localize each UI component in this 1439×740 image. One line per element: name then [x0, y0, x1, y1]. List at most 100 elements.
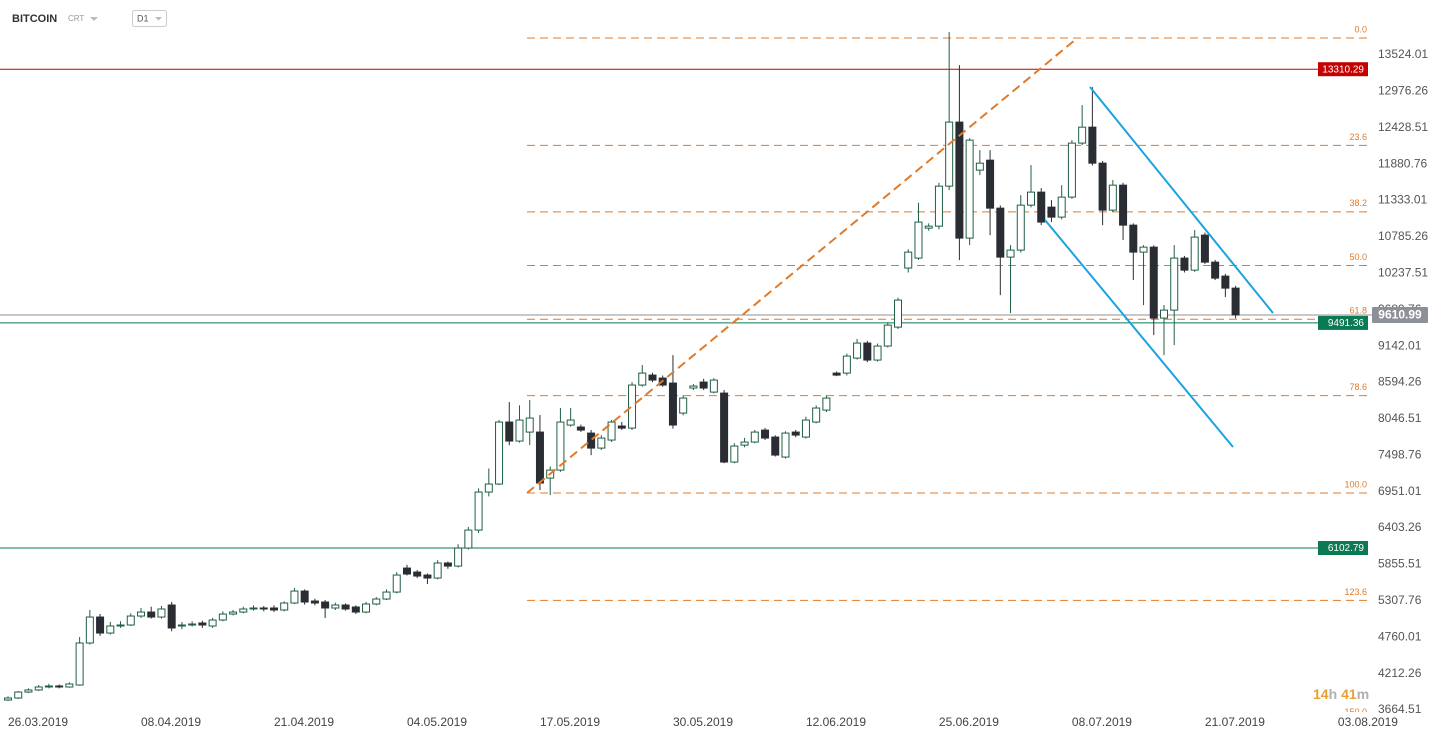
candle-body	[904, 251, 913, 269]
candle-body	[259, 607, 268, 610]
candle-body	[996, 207, 1005, 258]
candle-body	[229, 611, 238, 615]
dropdown-caret[interactable]	[90, 17, 98, 21]
x-tick-label: 21.07.2019	[1205, 715, 1265, 729]
candle-body	[1047, 206, 1056, 218]
candle-body	[147, 611, 156, 618]
fibonacci-label: 78.6	[1349, 382, 1367, 392]
candle-body	[341, 604, 350, 610]
candle-body	[474, 491, 483, 531]
candle-body	[587, 432, 596, 449]
candle-body	[239, 608, 248, 613]
candle-body	[1159, 309, 1168, 319]
candle-body	[566, 419, 575, 426]
symbol: BITCOIN	[12, 13, 57, 25]
fibonacci-label: 38.2	[1349, 198, 1367, 208]
candle-body	[198, 622, 207, 626]
candle-body	[525, 417, 534, 433]
candle-body	[331, 604, 340, 609]
candle-body	[157, 608, 166, 618]
candle-body	[362, 603, 371, 613]
candle-body	[4, 697, 12, 701]
last-price-box	[1372, 306, 1428, 323]
candle-body	[1006, 249, 1015, 258]
price-level-label: 6102.79	[1328, 543, 1365, 554]
price-level-label: 13310.29	[1322, 64, 1364, 75]
candle-body	[515, 419, 524, 442]
candle-body	[14, 691, 23, 699]
y-tick-label: 6403.26	[1378, 520, 1422, 534]
candle-body	[1170, 257, 1179, 311]
x-tick-label: 26.03.2019	[8, 715, 68, 729]
candle-body	[668, 382, 677, 426]
fibonacci-label: 123.6	[1344, 587, 1367, 597]
candle-body	[249, 607, 258, 610]
price-level-box	[1318, 62, 1368, 77]
fibonacci-label: 0.0	[1354, 24, 1367, 34]
y-tick-label: 10785.26	[1378, 229, 1428, 243]
candle-body	[382, 591, 391, 600]
candle-body	[321, 601, 330, 609]
candle-body	[1016, 204, 1025, 251]
candle-body	[44, 685, 53, 688]
candle-body	[34, 686, 43, 691]
candle-body	[771, 436, 780, 456]
dropdown-caret[interactable]	[155, 17, 162, 21]
y-tick-label: 12428.51	[1378, 120, 1428, 134]
candle-body	[894, 299, 903, 328]
candle-body	[648, 374, 657, 381]
y-tick-label: 4760.01	[1378, 629, 1422, 643]
candle-body	[126, 615, 135, 626]
candle-body	[85, 616, 94, 644]
candle-body	[1098, 162, 1107, 211]
x-tick-label: 08.07.2019	[1072, 715, 1132, 729]
labels: 3664.51 4212.26 4760.01 5307.76 5855.51 6403.…	[8, 47, 1428, 729]
y-tick-label: 5307.76	[1378, 593, 1422, 607]
candle-body	[791, 431, 800, 436]
channel-line	[1089, 86, 1274, 314]
plot: 0.0 23.6 38.2 50.0 61.8 78.6 100.0 123.6 150.0	[0, 24, 1372, 717]
candle-body	[1067, 142, 1076, 198]
candle-body	[177, 624, 186, 627]
drawings	[526, 39, 1274, 494]
candle-body	[801, 419, 810, 438]
candle-body	[75, 642, 84, 686]
candle-body	[628, 384, 637, 429]
candle-body	[96, 616, 105, 634]
y-tick-label: 6951.01	[1378, 484, 1422, 498]
candle-body	[443, 562, 452, 567]
candle-body	[1200, 234, 1209, 263]
x-tick-label: 25.06.2019	[939, 715, 999, 729]
candle-body	[495, 421, 504, 485]
candle-body	[290, 590, 299, 604]
candle-body	[188, 623, 197, 626]
x-tick-label: 03.08.2019	[1338, 715, 1398, 729]
candle-body	[822, 397, 831, 411]
candle-body	[300, 590, 309, 603]
interval[interactable]: D1	[137, 13, 149, 23]
candle-body	[740, 441, 749, 446]
y-tick-label: 8594.26	[1378, 375, 1422, 389]
candle-body	[607, 421, 616, 441]
symbol-label[interactable]: CRT	[68, 14, 84, 23]
candle-body	[1088, 126, 1097, 164]
x-tick-label: 12.06.2019	[806, 715, 866, 729]
candle-body	[1129, 224, 1138, 253]
fibonacci-label: 150.0	[1344, 707, 1367, 717]
candle-body	[965, 139, 974, 239]
candle-body	[55, 685, 64, 688]
y-tick-label: 3664.51	[1378, 702, 1422, 716]
candle-body	[597, 437, 606, 449]
interval-select[interactable]	[132, 10, 167, 27]
candle-body	[842, 355, 851, 374]
candle-body	[1180, 257, 1189, 271]
candle-body	[873, 345, 882, 361]
candle-body	[372, 598, 381, 605]
countdown-hours: 14	[1313, 686, 1329, 702]
candle-body	[924, 225, 933, 229]
candle-body	[413, 571, 422, 577]
price-level-box	[1318, 541, 1368, 556]
y-tick-label: 11880.76	[1378, 156, 1427, 170]
candle-body	[934, 185, 943, 227]
candle-body	[1221, 275, 1230, 289]
